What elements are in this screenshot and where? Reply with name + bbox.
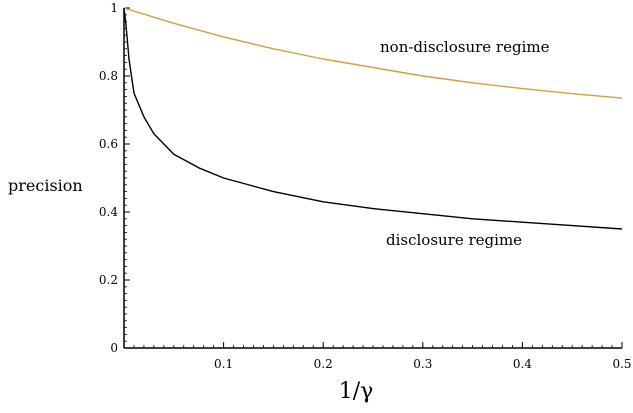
y-tick-label: 1: [110, 1, 118, 15]
series-line-disclosure: [123, 7, 623, 230]
series-lines: [123, 7, 623, 230]
y-ticks: 0 0.2 0.4 0.6 0.8 1: [99, 1, 130, 355]
x-tick-label: 0.3: [413, 357, 432, 371]
series-line-non-disclosure: [123, 7, 623, 99]
plot-frame: [123, 8, 622, 349]
x-tick-label: 0.5: [612, 357, 631, 371]
y-tick-label: 0.4: [99, 205, 118, 219]
x-tick-label: 0.1: [214, 357, 233, 371]
y-tick-label: 0.8: [99, 69, 118, 83]
y-tick-label: 0.2: [99, 273, 118, 287]
y-tick-label: 0.6: [99, 137, 118, 151]
y-axis-label: precision: [8, 176, 83, 195]
x-ticks: 0.1 0.2 0.3 0.4 0.5: [214, 342, 632, 371]
x-tick-label: 0.2: [314, 357, 333, 371]
y-tick-label: 0: [110, 341, 118, 355]
annotation-non-disclosure: non-disclosure regime: [380, 38, 550, 56]
annotation-disclosure: disclosure regime: [386, 231, 522, 249]
minor-ticks: [124, 14, 613, 348]
x-tick-label: 0.4: [513, 357, 532, 371]
x-axis-label: 1/γ: [339, 379, 374, 404]
